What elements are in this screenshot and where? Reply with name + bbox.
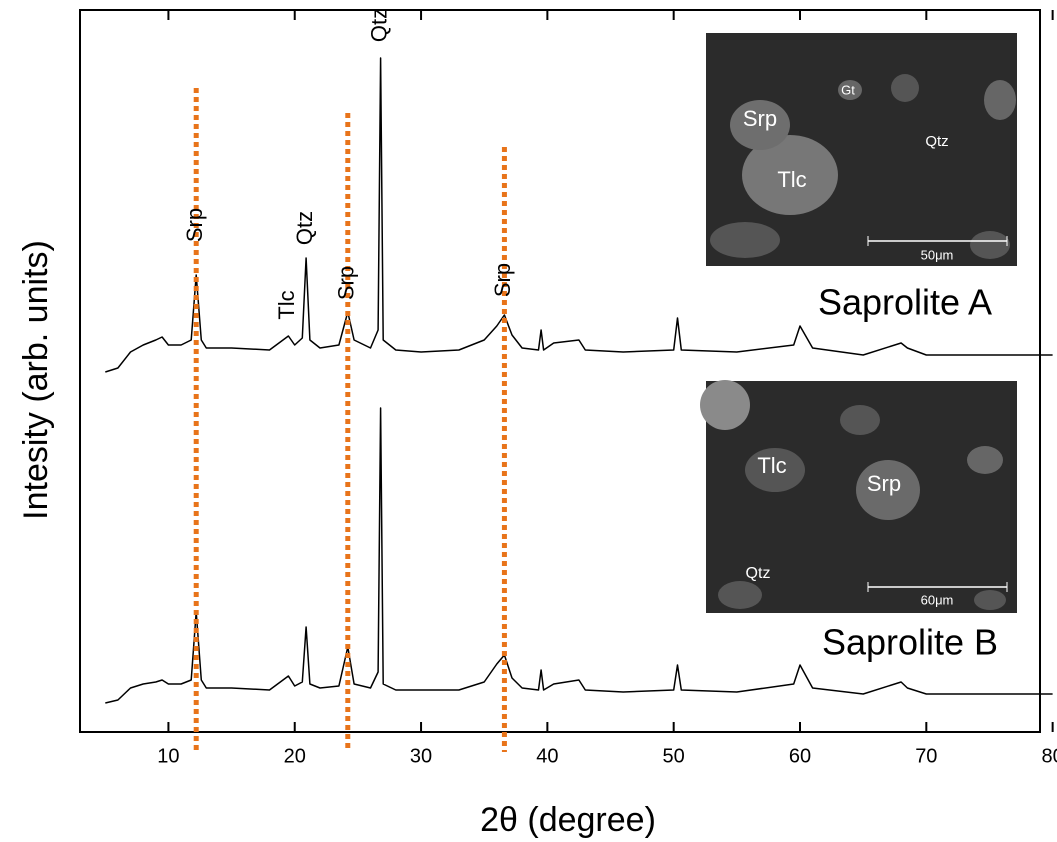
x-axis-label: 2θ (degree) (480, 801, 656, 839)
x-tick-label: 10 (157, 745, 179, 767)
inset-label: Srp (743, 106, 777, 131)
inset-label: Gt (841, 82, 855, 97)
x-tick-label: 50 (663, 745, 685, 767)
inset-label: Tlc (757, 453, 786, 478)
series-label: Saprolite B (822, 622, 998, 663)
x-tick-label: 60 (789, 745, 811, 767)
x-tick-label: 20 (284, 745, 306, 767)
scale-bar-label: 60μm (921, 592, 954, 607)
x-tick-label: 40 (536, 745, 558, 767)
inset-label: Srp (867, 471, 901, 496)
peak-annotation: Srp (182, 208, 207, 242)
x-tick-label: 80 (1042, 745, 1057, 767)
sem-inset-a: Srp Gt Tlc Qtz 50μm (706, 33, 1017, 266)
peak-annotation: Srp (490, 263, 515, 297)
series-line (105, 57, 1053, 373)
scale-bar-label: 50μm (921, 247, 954, 262)
peak-annotation: Qtz (292, 211, 317, 245)
peak-annotation: Srp (334, 266, 359, 300)
inset-label: Tlc (777, 167, 806, 192)
peak-annotation: Qtz (366, 8, 391, 42)
peak-annotation: Tlc (274, 290, 299, 319)
x-tick-label: 30 (410, 745, 432, 767)
sem-inset-b: Tlc Srp Qtz 60μm (700, 380, 1017, 613)
series-label: Saprolite A (818, 282, 992, 323)
inset-label: Qtz (746, 565, 771, 582)
x-tick-label: 70 (915, 745, 937, 767)
plot-frame (79, 9, 1041, 733)
y-axis-label: Intesity (arb. units) (17, 240, 55, 520)
inset-label: Qtz (925, 133, 948, 150)
